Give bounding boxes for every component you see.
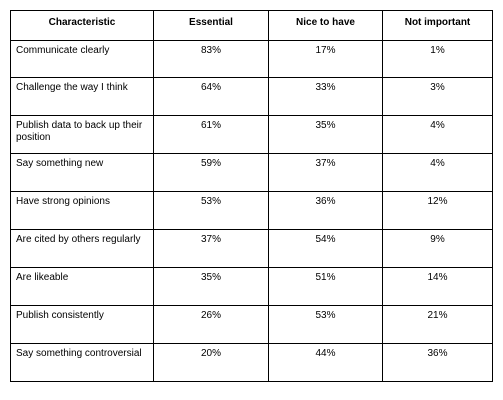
- header-nice-to-have: Nice to have: [268, 10, 383, 41]
- table-row: Have strong opinions 53% 36% 12%: [10, 191, 493, 230]
- essential-cell: 59%: [153, 153, 269, 192]
- characteristic-cell: Say something new: [10, 153, 154, 192]
- nice-to-have-cell: 53%: [268, 305, 383, 344]
- essential-cell: 61%: [153, 115, 269, 154]
- table-row: Publish consistently 26% 53% 21%: [10, 305, 493, 344]
- header-not-important: Not important: [382, 10, 493, 41]
- not-important-cell: 3%: [382, 77, 493, 116]
- essential-cell: 37%: [153, 229, 269, 268]
- nice-to-have-cell: 36%: [268, 191, 383, 230]
- characteristic-cell: Are likeable: [10, 267, 154, 306]
- not-important-cell: 21%: [382, 305, 493, 344]
- nice-to-have-cell: 17%: [268, 40, 383, 78]
- essential-cell: 83%: [153, 40, 269, 78]
- nice-to-have-cell: 51%: [268, 267, 383, 306]
- essential-cell: 26%: [153, 305, 269, 344]
- characteristic-cell: Have strong opinions: [10, 191, 154, 230]
- not-important-cell: 1%: [382, 40, 493, 78]
- nice-to-have-cell: 35%: [268, 115, 383, 154]
- characteristic-cell: Say something controversial: [10, 343, 154, 382]
- not-important-cell: 14%: [382, 267, 493, 306]
- table-row: Are likeable 35% 51% 14%: [10, 267, 493, 306]
- characteristic-cell: Challenge the way I think: [10, 77, 154, 116]
- not-important-cell: 4%: [382, 115, 493, 154]
- table-row: Publish data to back up their position 6…: [10, 115, 493, 154]
- header-essential: Essential: [153, 10, 269, 41]
- essential-cell: 53%: [153, 191, 269, 230]
- characteristic-cell: Communicate clearly: [10, 40, 154, 78]
- nice-to-have-cell: 33%: [268, 77, 383, 116]
- characteristic-cell: Are cited by others regularly: [10, 229, 154, 268]
- table-row: Communicate clearly 83% 17% 1%: [10, 40, 493, 78]
- characteristics-table: Characteristic Essential Nice to have No…: [10, 10, 493, 382]
- table-row: Say something controversial 20% 44% 36%: [10, 343, 493, 382]
- table-row: Say something new 59% 37% 4%: [10, 153, 493, 192]
- not-important-cell: 36%: [382, 343, 493, 382]
- header-row: Characteristic Essential Nice to have No…: [10, 10, 493, 41]
- essential-cell: 20%: [153, 343, 269, 382]
- nice-to-have-cell: 37%: [268, 153, 383, 192]
- essential-cell: 64%: [153, 77, 269, 116]
- nice-to-have-cell: 54%: [268, 229, 383, 268]
- nice-to-have-cell: 44%: [268, 343, 383, 382]
- essential-cell: 35%: [153, 267, 269, 306]
- not-important-cell: 4%: [382, 153, 493, 192]
- table-row: Challenge the way I think 64% 33% 3%: [10, 77, 493, 116]
- characteristic-cell: Publish consistently: [10, 305, 154, 344]
- not-important-cell: 9%: [382, 229, 493, 268]
- table-row: Are cited by others regularly 37% 54% 9%: [10, 229, 493, 268]
- not-important-cell: 12%: [382, 191, 493, 230]
- header-characteristic: Characteristic: [10, 10, 154, 41]
- characteristic-cell: Publish data to back up their position: [10, 115, 154, 154]
